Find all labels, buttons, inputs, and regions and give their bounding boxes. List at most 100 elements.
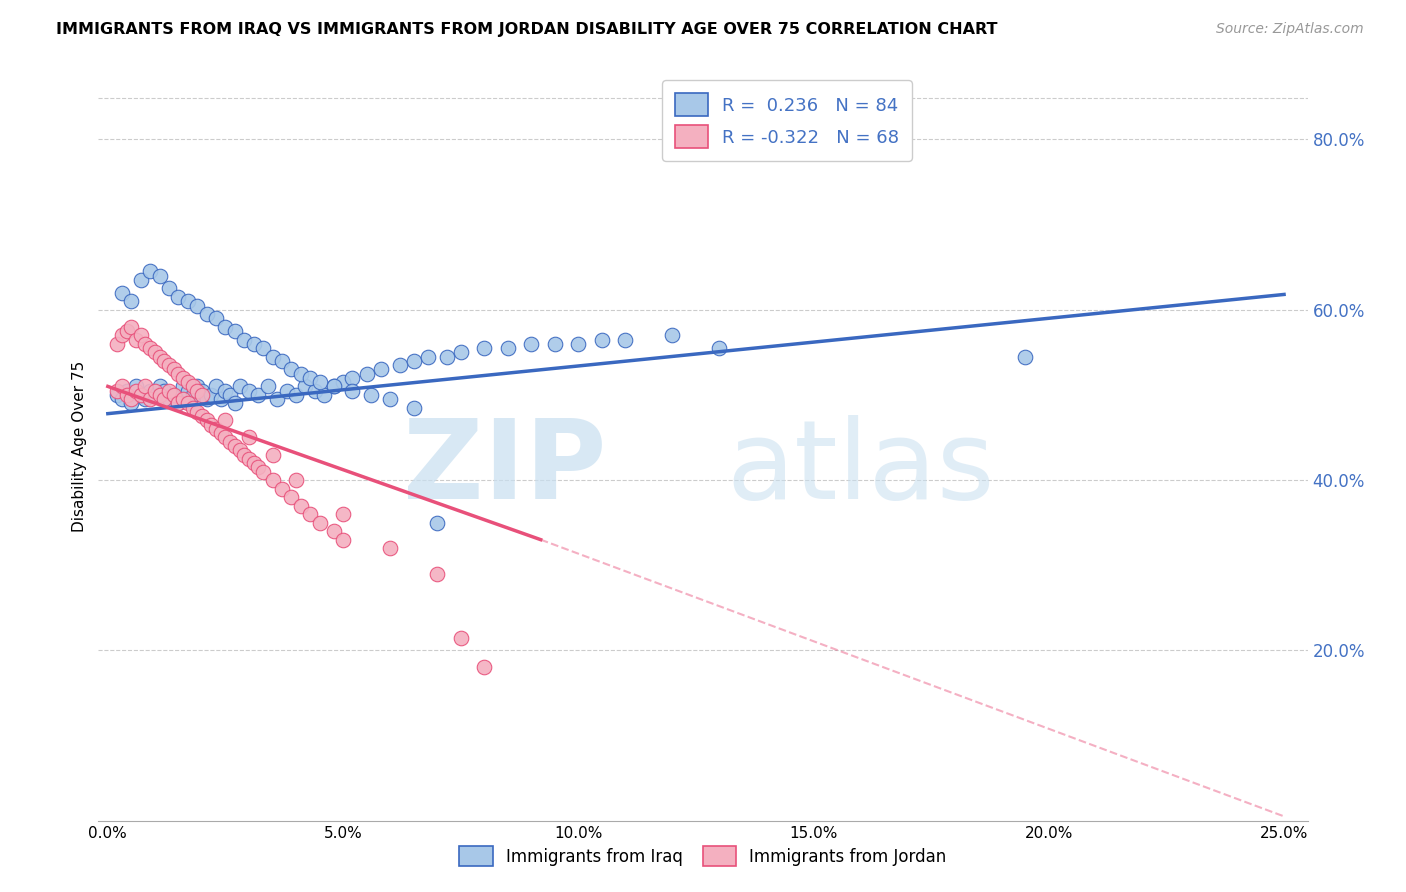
Text: Source: ZipAtlas.com: Source: ZipAtlas.com — [1216, 22, 1364, 37]
Point — [360, 388, 382, 402]
Point — [1014, 350, 1036, 364]
Point — [111, 285, 134, 300]
Point — [378, 392, 401, 407]
Point — [271, 354, 294, 368]
Point — [139, 384, 162, 398]
Point — [115, 388, 138, 402]
Point — [167, 396, 190, 410]
Point — [105, 384, 128, 398]
Point — [186, 384, 208, 398]
Point — [120, 319, 142, 334]
Point — [299, 371, 322, 385]
Point — [520, 336, 543, 351]
Point — [120, 396, 142, 410]
Point — [247, 460, 270, 475]
Point — [238, 430, 260, 444]
Point — [332, 507, 354, 521]
Point — [450, 345, 472, 359]
Point — [105, 388, 128, 402]
Point — [262, 448, 284, 462]
Point — [214, 430, 236, 444]
Point — [181, 379, 204, 393]
Point — [134, 379, 156, 393]
Point — [214, 319, 236, 334]
Point — [276, 384, 298, 398]
Point — [567, 336, 589, 351]
Point — [209, 426, 232, 441]
Point — [115, 384, 138, 398]
Point — [214, 413, 236, 427]
Point — [252, 341, 274, 355]
Point — [280, 490, 302, 504]
Point — [163, 362, 186, 376]
Point — [304, 384, 326, 398]
Point — [290, 499, 312, 513]
Point — [134, 336, 156, 351]
Point — [214, 384, 236, 398]
Point — [157, 358, 180, 372]
Point — [219, 434, 242, 449]
Point — [356, 367, 378, 381]
Point — [290, 367, 312, 381]
Point — [219, 388, 242, 402]
Point — [238, 451, 260, 466]
Text: atlas: atlas — [725, 415, 994, 522]
Point — [256, 379, 278, 393]
Point — [143, 384, 166, 398]
Point — [308, 375, 330, 389]
Point — [177, 396, 200, 410]
Point — [163, 388, 186, 402]
Point — [388, 358, 411, 372]
Point — [191, 384, 214, 398]
Point — [186, 405, 208, 419]
Point — [195, 392, 218, 407]
Point — [153, 392, 176, 407]
Point — [149, 379, 172, 393]
Point — [105, 336, 128, 351]
Point — [172, 392, 194, 407]
Point — [436, 350, 458, 364]
Point — [139, 341, 162, 355]
Point — [332, 375, 354, 389]
Point — [111, 328, 134, 343]
Point — [233, 448, 256, 462]
Point — [332, 533, 354, 547]
Point — [322, 379, 344, 393]
Legend: R =  0.236   N = 84, R = -0.322   N = 68: R = 0.236 N = 84, R = -0.322 N = 68 — [662, 80, 911, 161]
Point — [247, 388, 270, 402]
Point — [205, 311, 228, 326]
Point — [153, 384, 176, 398]
Point — [262, 473, 284, 487]
Point — [157, 384, 180, 398]
Point — [167, 367, 190, 381]
Point — [129, 273, 152, 287]
Point — [139, 392, 162, 407]
Text: ZIP: ZIP — [404, 415, 606, 522]
Point — [242, 456, 264, 470]
Point — [426, 566, 449, 581]
Point — [111, 379, 134, 393]
Point — [167, 396, 190, 410]
Point — [342, 384, 364, 398]
Point — [378, 541, 401, 556]
Point — [195, 413, 218, 427]
Point — [120, 294, 142, 309]
Point — [143, 345, 166, 359]
Point — [426, 516, 449, 530]
Point — [450, 631, 472, 645]
Point — [402, 401, 425, 415]
Point — [125, 384, 148, 398]
Point — [191, 409, 214, 424]
Point — [252, 465, 274, 479]
Point — [157, 392, 180, 407]
Point — [496, 341, 519, 355]
Point — [120, 392, 142, 407]
Point — [153, 354, 176, 368]
Point — [238, 384, 260, 398]
Y-axis label: Disability Age Over 75: Disability Age Over 75 — [72, 360, 87, 532]
Point — [129, 328, 152, 343]
Point — [129, 388, 152, 402]
Text: IMMIGRANTS FROM IRAQ VS IMMIGRANTS FROM JORDAN DISABILITY AGE OVER 75 CORRELATIO: IMMIGRANTS FROM IRAQ VS IMMIGRANTS FROM … — [56, 22, 998, 37]
Point — [285, 473, 308, 487]
Point — [242, 336, 264, 351]
